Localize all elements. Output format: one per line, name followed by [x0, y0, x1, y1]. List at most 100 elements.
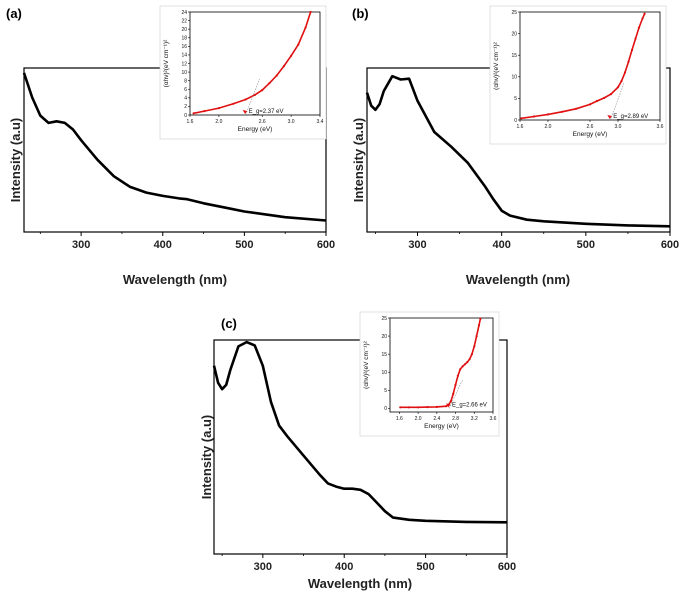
inset-0: 1.6 2.0 2.6 3.0 3.4024681012141618202224Ener…: [159, 5, 327, 140]
inset-x-tick-label: 2.0: [545, 124, 552, 130]
tangent-line: [448, 378, 464, 409]
inset-y-tick-label: 15: [381, 352, 387, 358]
y-axis-title: Intensity (a.u): [351, 118, 366, 203]
panel-label: (b): [352, 6, 369, 21]
inset-x-tick-label: 3.0: [288, 119, 295, 125]
inset-point: [574, 107, 578, 110]
inset-point: [261, 89, 264, 92]
x-axis-title: Wavelength (nm): [308, 576, 412, 591]
panel-1: (b) 300 400 500 600 Wavelength (nm) Intensity …: [351, 5, 679, 287]
inset-y-tick-label: 20: [511, 31, 517, 37]
x-tick-label: 300: [408, 239, 426, 251]
inset-x-tick-label: 3.6: [490, 416, 497, 422]
inset-point: [616, 86, 620, 89]
inset-2: 1.6 2.0 2.4 2.8 3.2 3.6 0 5 10 15 20 25 Energy (eV) (…: [359, 311, 500, 437]
inset-y-tick-label: 22: [181, 18, 187, 24]
x-tick-label: 300: [254, 561, 272, 573]
x-axis-title: Wavelength (nm): [466, 272, 570, 287]
inset-y-axis-title: (αhν)²(eV cm⁻¹)²: [363, 340, 370, 388]
inset-background: [359, 311, 500, 437]
inset-y-tick-label: 0: [514, 118, 517, 124]
inset-y-tick-label: 10: [181, 70, 187, 76]
panel-label: (c): [221, 316, 237, 331]
inset-point: [520, 117, 523, 120]
x-tick-label: 400: [335, 561, 353, 573]
inset-x-tick-label: 2.0: [415, 416, 422, 422]
inset-x-tick-label: 3.6: [657, 124, 664, 130]
inset-y-tick-label: 2: [184, 104, 187, 110]
tangent-line: [245, 78, 260, 116]
x-tick-label: 600: [317, 239, 335, 251]
x-tick-label: 500: [577, 239, 595, 251]
tangent-line: [610, 82, 625, 121]
inset-x-tick-label: 2.6: [259, 119, 266, 125]
inset-point: [643, 12, 646, 15]
inset-point: [435, 405, 438, 408]
inset-x-tick-label: 1.6: [187, 119, 194, 125]
inset-point: [203, 110, 206, 113]
inset-y-tick-label: 24: [181, 10, 187, 16]
y-axis-title: Intensity (a.u): [199, 415, 214, 500]
inset-point: [399, 406, 402, 409]
inset-point: [426, 406, 429, 409]
inset-frame: [389, 317, 494, 413]
inset-point: [417, 406, 420, 409]
inset-x-tick-label: 1.6: [396, 416, 403, 422]
eg-annotation: E_g=2.66 eV: [452, 402, 487, 408]
inset-point: [304, 26, 307, 29]
inset-point: [290, 54, 293, 57]
inset-x-axis-title: Energy (eV): [424, 423, 459, 430]
inset-point: [475, 335, 478, 338]
inset-point: [623, 71, 627, 74]
inset-point: [297, 43, 300, 46]
inset-x-tick-label: 2.4: [433, 416, 440, 422]
inset-y-tick-label: 16: [181, 44, 187, 50]
inset-y-tick-label: 20: [381, 334, 387, 340]
inset-background: [159, 5, 327, 140]
inset-point: [466, 361, 469, 364]
inset-point: [454, 383, 457, 386]
inset-point: [463, 363, 466, 366]
inset-point: [620, 80, 623, 83]
inset-y-tick-label: 5: [384, 388, 387, 394]
inset-y-tick-label: 25: [511, 10, 517, 16]
inset-point: [641, 17, 644, 20]
inset-point: [459, 368, 462, 371]
inset-point: [595, 99, 599, 103]
inset-1: 1.6 2.0 2.6 3.0 3.6 0 5 10 15 20 25 Energy (eV) (αhν…: [489, 5, 667, 145]
inset-y-tick-label: 20: [181, 27, 187, 33]
series-line-0: [22, 72, 327, 222]
inset-point: [546, 113, 550, 116]
inset-point: [217, 107, 220, 110]
inset-y-axis-title: (αhν)²(eV cm⁻¹)²: [493, 41, 500, 89]
inset-point: [456, 374, 459, 377]
inset-x-tick-label: 3.2: [471, 416, 478, 422]
series-line-0: [365, 74, 671, 228]
inset-x-tick-label: 1.6: [517, 124, 524, 130]
inset-y-tick-label: 12: [181, 61, 187, 67]
inset-y-tick-label: 10: [381, 370, 387, 376]
inset-point: [268, 82, 271, 85]
inset-point: [532, 115, 536, 118]
inset-y-tick-label: 15: [511, 53, 517, 59]
inset-y-tick-label: 0: [384, 406, 387, 412]
inset-point: [473, 345, 476, 348]
inset-y-tick-label: 25: [381, 316, 387, 322]
inset-point: [253, 93, 257, 96]
inset-point: [407, 406, 410, 409]
inset-point: [602, 96, 606, 100]
inset-point: [192, 112, 195, 115]
inset-y-tick-label: 4: [184, 96, 187, 102]
y-axis-title: Intensity (a.u): [8, 118, 23, 203]
eg-arrow-icon: [445, 403, 451, 408]
inset-x-tick-label: 2.8: [452, 416, 459, 422]
panel-label: (a): [6, 6, 22, 21]
x-tick-label: 500: [416, 561, 434, 573]
inset-point: [560, 110, 564, 113]
inset-y-tick-label: 0: [184, 113, 187, 119]
eg-annotation: E_g=2.89 eV: [613, 114, 648, 120]
inset-point: [609, 93, 613, 96]
eg-arrow-icon: [242, 110, 248, 114]
inset-point: [445, 405, 448, 408]
